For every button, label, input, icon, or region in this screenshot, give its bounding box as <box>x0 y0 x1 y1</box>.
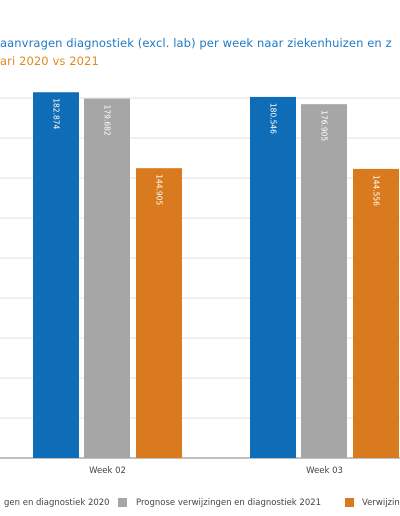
bar-week-03-series-3 <box>353 168 399 458</box>
bar-value-label: 182.874 <box>52 98 61 129</box>
bar-week-02-series-2 <box>84 98 130 459</box>
bar-week-02-series-3 <box>136 168 182 458</box>
bar-week-03-series-2 <box>301 104 347 458</box>
bar-week-02-series-1 <box>33 92 79 458</box>
bar-value-label: 144.556 <box>372 175 381 206</box>
bar-value-label: 144.905 <box>155 174 164 205</box>
bar-value-label: 180.546 <box>269 103 278 134</box>
chart-title: aanvragen diagnostiek (excl. lab) per we… <box>0 36 392 50</box>
bar-value-label: 179.682 <box>103 105 112 136</box>
value-labels: 182.874 179.682 144.905 180.546 176.905 144.5… <box>52 98 381 206</box>
bar-week-03-series-1 <box>250 96 296 459</box>
bars <box>33 92 399 459</box>
legend-swatch <box>345 498 354 507</box>
x-tick-label: Week 03 <box>306 466 343 476</box>
legend-label: gen en diagnostiek 2020 <box>4 498 110 508</box>
legend: gen en diagnostiek 2020 Prognose verwijzi… <box>4 498 400 508</box>
legend-swatch <box>118 498 127 507</box>
legend-label: Prognose verwijzingen en diagnostiek 202… <box>136 498 321 508</box>
bar-value-label: 176.905 <box>320 110 329 141</box>
chart-subtitle: ari 2020 vs 2021 <box>0 54 99 68</box>
x-axis: Week 02 Week 03 <box>89 466 343 476</box>
legend-label: Verwijzing <box>362 498 400 508</box>
x-tick-label: Week 02 <box>89 466 126 476</box>
